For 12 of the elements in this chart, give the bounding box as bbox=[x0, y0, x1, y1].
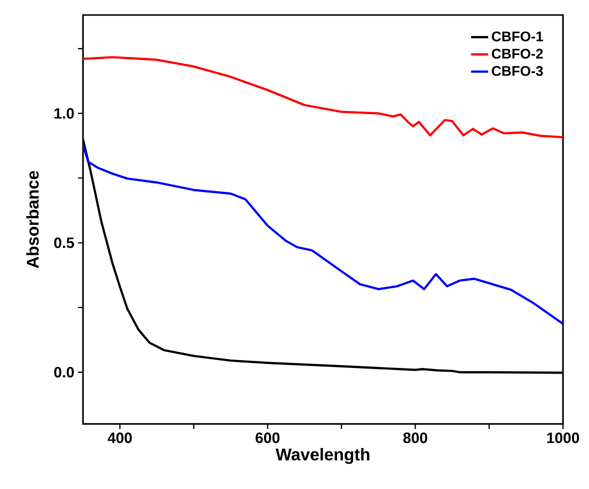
legend-label: CBFO-1 bbox=[492, 31, 544, 42]
x-tick-label: 800 bbox=[403, 432, 428, 444]
x-axis-title: Wavelength bbox=[276, 448, 370, 464]
y-axis-title: Absorbance bbox=[26, 170, 39, 268]
legend-label: CBFO-2 bbox=[492, 48, 543, 59]
x-tick-label: 600 bbox=[256, 432, 280, 444]
legend-label: CBFO-3 bbox=[492, 66, 543, 76]
y-tick-label: 0.0 bbox=[54, 366, 74, 378]
x-tick-label: 1000 bbox=[547, 432, 580, 444]
y-tick-label: 1.0 bbox=[54, 108, 74, 119]
x-tick-label: 400 bbox=[108, 432, 132, 444]
y-tick-label: 0.5 bbox=[54, 237, 74, 248]
